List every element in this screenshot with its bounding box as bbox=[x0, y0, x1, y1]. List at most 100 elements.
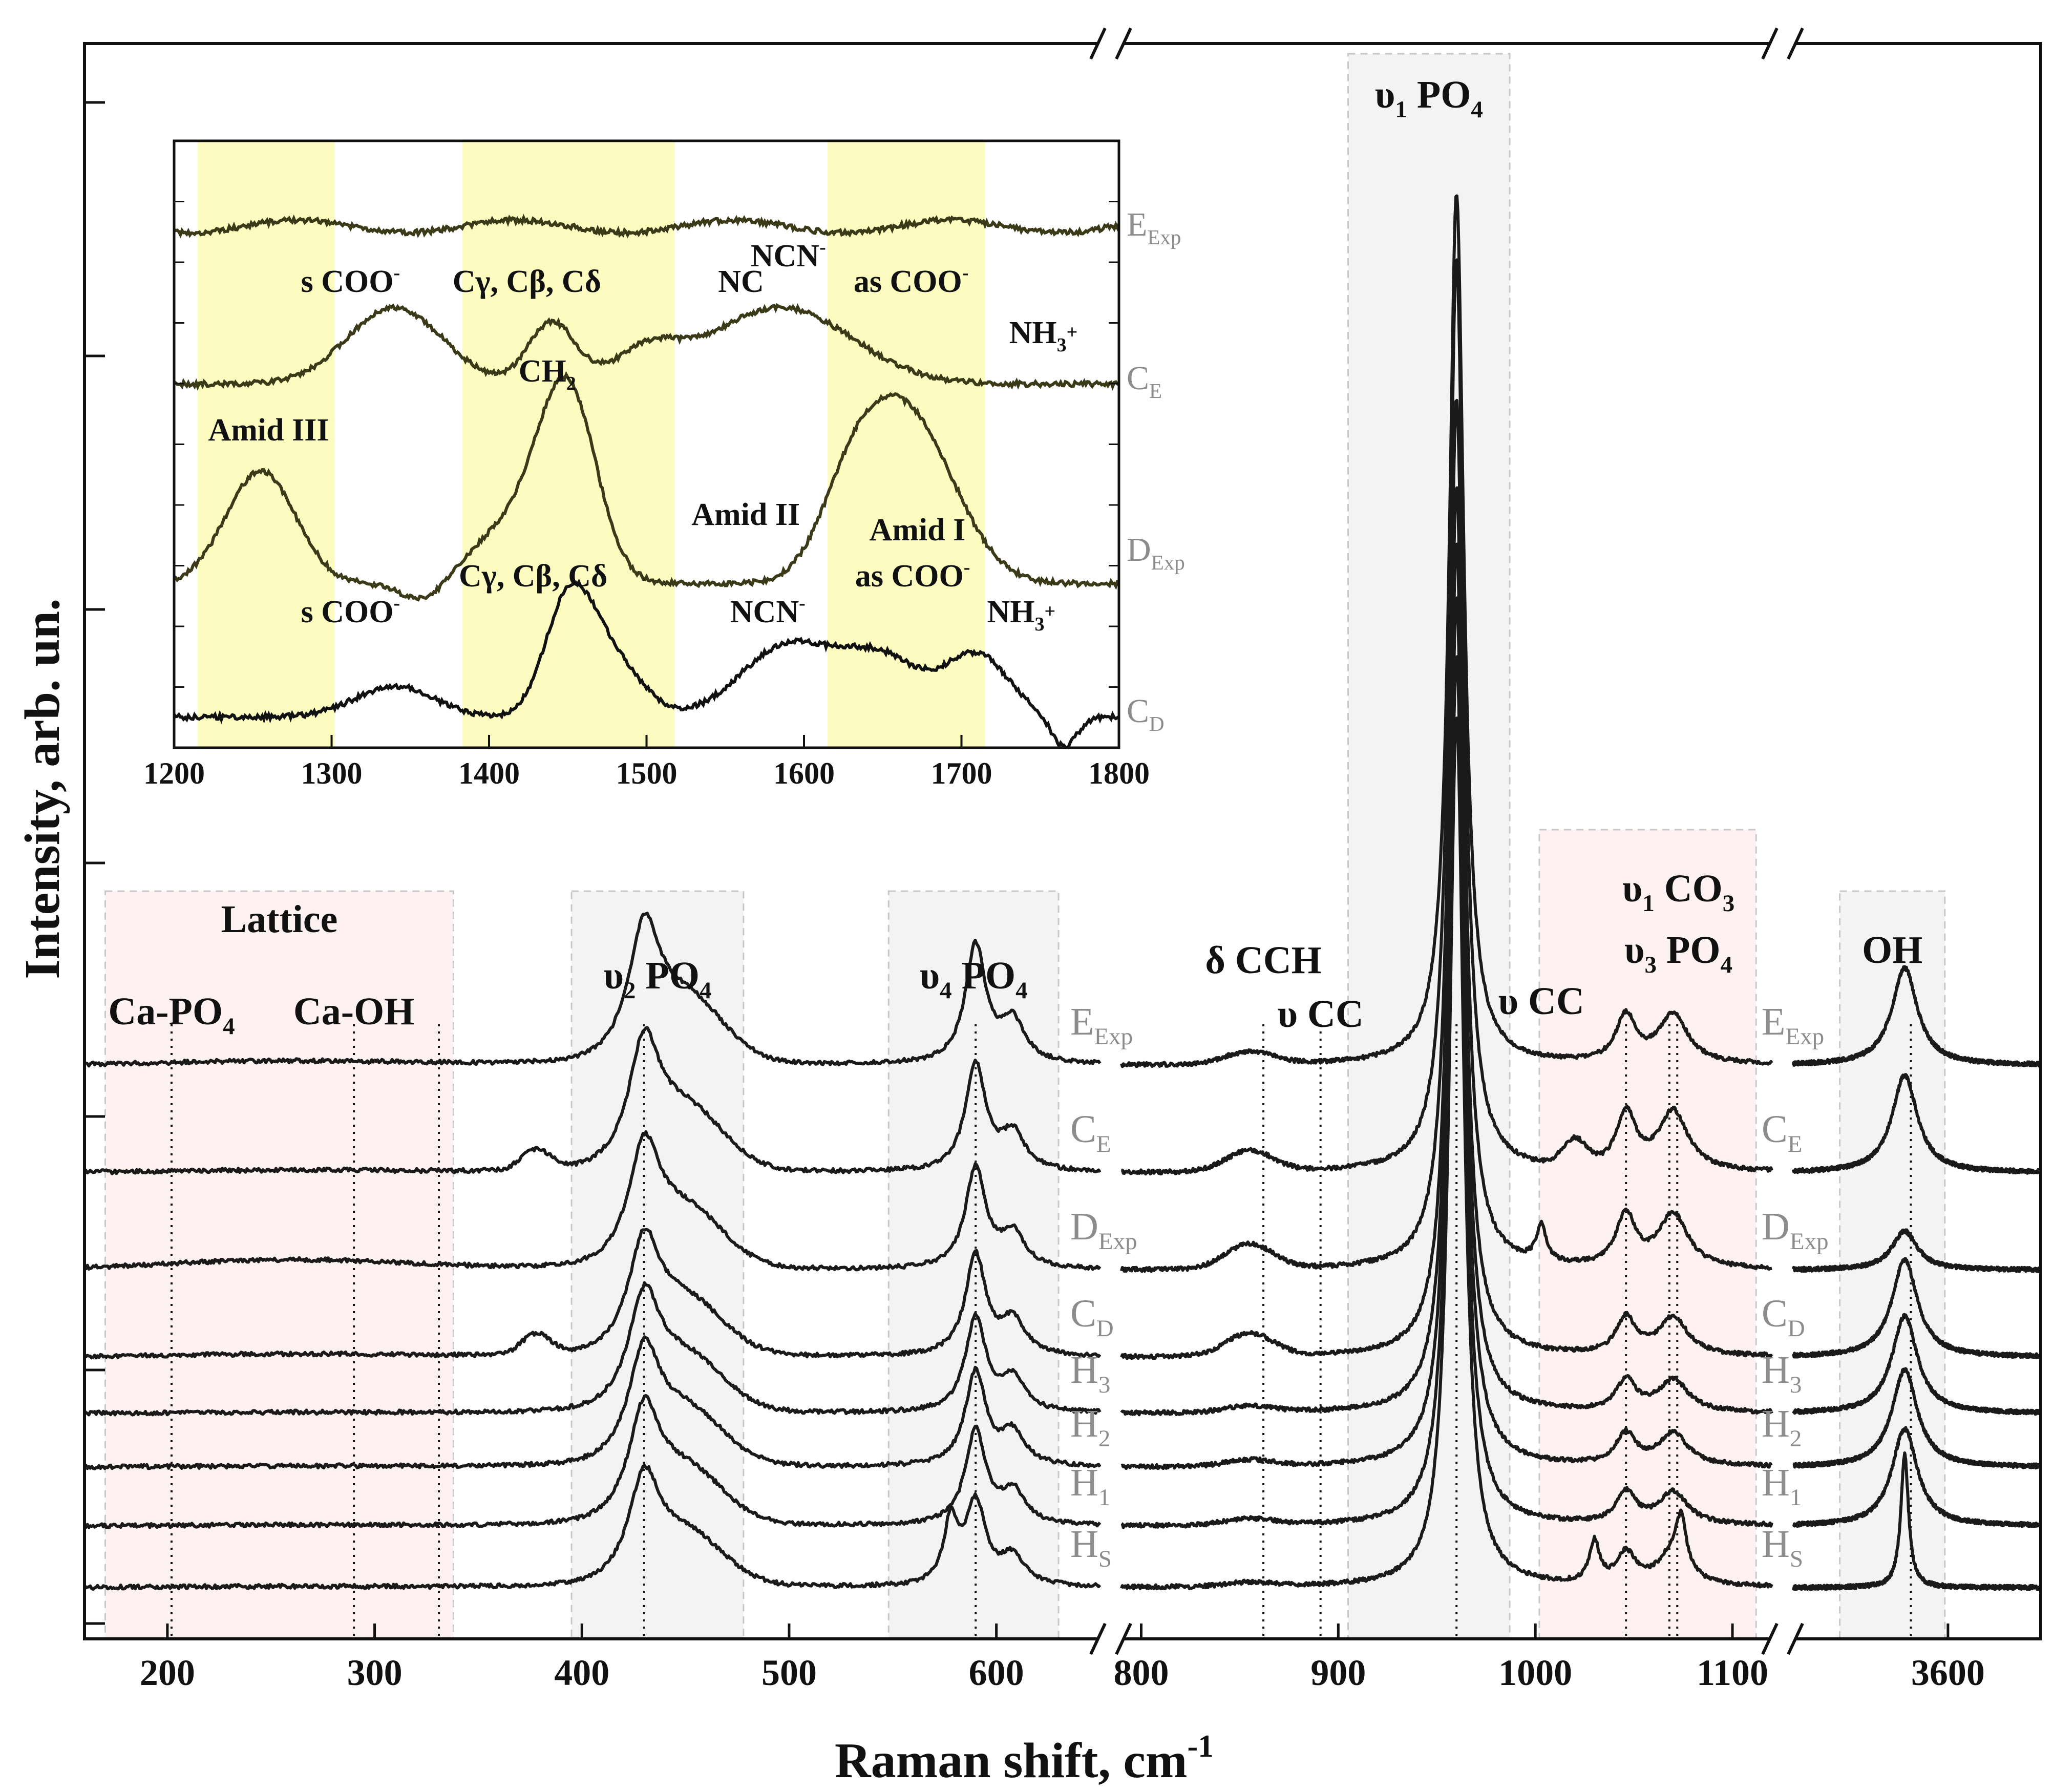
series-label: EExp bbox=[1762, 1000, 1824, 1050]
spectrum-series-2-segment-0 bbox=[83, 1130, 1102, 1272]
series-label: H2 bbox=[1070, 1402, 1110, 1452]
peak-annotation: Ca-PO4 bbox=[108, 990, 235, 1040]
x-tick-label: 1000 bbox=[1498, 1652, 1572, 1693]
spectrum-series-3-segment-2 bbox=[1792, 1257, 2042, 1360]
inset-annotation: NH3+ bbox=[1009, 315, 1078, 356]
axis-break-gap bbox=[1770, 1635, 1795, 1643]
inset-annotation: Cγ, Cβ, Cδ bbox=[459, 559, 607, 594]
spectrum-series-6-segment-2 bbox=[1792, 1426, 2042, 1529]
spectrum-series-5-segment-0 bbox=[84, 1335, 1102, 1470]
series-label: CE bbox=[1762, 1108, 1802, 1157]
x-tick-label: 1100 bbox=[1697, 1652, 1768, 1693]
peak-annotation: υ CC bbox=[1278, 993, 1364, 1036]
inset-x-tick-label: 1500 bbox=[616, 756, 678, 790]
spectrum-series-7-segment-0 bbox=[83, 1464, 1102, 1591]
spectrum-series-1-segment-1 bbox=[1120, 258, 1773, 1176]
inset-annotation: NH3+ bbox=[987, 595, 1056, 635]
spectrum-series-6-segment-0 bbox=[83, 1394, 1102, 1529]
axis-break-mark bbox=[1761, 27, 1779, 60]
inset-x-tick-label: 1700 bbox=[931, 756, 992, 790]
main-axes: 200 300 400 500 600 800 900 1000 1100 3600 bbox=[83, 27, 2042, 1693]
inset-annotation: NCN- bbox=[751, 237, 826, 273]
spectrum-series-4-segment-2 bbox=[1792, 1313, 2042, 1416]
inset-annotation: s COO- bbox=[301, 593, 400, 629]
inset-x-tick-label: 1200 bbox=[143, 756, 205, 790]
x-tick-label: 800 bbox=[1113, 1652, 1169, 1693]
inset-series-label: EExp bbox=[1127, 206, 1181, 249]
band-label: υ3 PO4 bbox=[1624, 929, 1732, 978]
spectrum-series-7-segment-2 bbox=[1792, 1451, 2042, 1591]
axis-break-gap bbox=[1098, 1635, 1124, 1643]
inset-band bbox=[198, 141, 335, 748]
series-label: DExp bbox=[1070, 1205, 1137, 1255]
x-tick-label: 3600 bbox=[1911, 1652, 1985, 1693]
band-label: υ2 PO4 bbox=[603, 954, 711, 1004]
inset-spectrum-2 bbox=[173, 371, 1119, 602]
band-label: υ1 PO4 bbox=[1375, 73, 1483, 123]
inset-annotation: NCN- bbox=[730, 593, 806, 629]
band-label: υ1 CO3 bbox=[1622, 867, 1734, 917]
series-label: H1 bbox=[1070, 1461, 1110, 1511]
axis-break-mark bbox=[1787, 27, 1804, 60]
series-label: H2 bbox=[1762, 1402, 1802, 1452]
inset-spectrum-0 bbox=[173, 214, 1120, 239]
band-label: Lattice bbox=[221, 898, 337, 941]
inset-annotation: as COO- bbox=[855, 557, 970, 594]
x-tick-label: 200 bbox=[140, 1652, 195, 1693]
plot-frame bbox=[83, 42, 2042, 1640]
inset-annotation: CH2 bbox=[519, 354, 576, 394]
peak-guides bbox=[170, 1024, 1912, 1636]
spectrum-series-2-segment-2 bbox=[1792, 1228, 2042, 1273]
inset-x-tick-label: 1600 bbox=[773, 756, 835, 790]
x-tick-label: 600 bbox=[969, 1652, 1024, 1693]
inset-spectrum-1 bbox=[173, 303, 1120, 391]
band-region bbox=[1347, 53, 1511, 1640]
inset-annotation: s COO- bbox=[301, 262, 400, 299]
spectrum-series-3-segment-0 bbox=[83, 1228, 1102, 1360]
inset-annotation: Amid III bbox=[208, 413, 329, 448]
inset-series-label: DExp bbox=[1127, 531, 1185, 574]
axis-break-mark bbox=[1787, 1622, 1804, 1655]
axis-break-gap bbox=[1098, 39, 1124, 48]
spectrum-series-4-segment-0 bbox=[83, 1281, 1102, 1417]
spectrum-series-2-segment-1 bbox=[1120, 398, 1773, 1273]
inset-band bbox=[828, 141, 985, 748]
axis-break-gap bbox=[1770, 39, 1795, 48]
inset-series-label: CE bbox=[1127, 360, 1162, 403]
series-label: DExp bbox=[1762, 1205, 1829, 1255]
axis-break-mark bbox=[1089, 27, 1107, 60]
band-label: OH bbox=[1862, 929, 1922, 972]
spectrum-series-7-segment-1 bbox=[1120, 716, 1773, 1591]
series-label: CD bbox=[1762, 1292, 1805, 1342]
x-tick-label: 400 bbox=[554, 1652, 609, 1693]
inset-x-tick-label: 1300 bbox=[301, 756, 363, 790]
y-axis-label: Intensity, arb. un. bbox=[15, 598, 70, 979]
axis-break-mark bbox=[1115, 27, 1132, 60]
series-label: CD bbox=[1070, 1292, 1114, 1342]
inset-series-label: CD bbox=[1127, 692, 1165, 735]
series-label: H1 bbox=[1762, 1461, 1802, 1511]
spectrum-series-0-segment-1 bbox=[1120, 194, 1773, 1068]
band-label: υ4 PO4 bbox=[920, 954, 1028, 1004]
spectrum-series-0-segment-2 bbox=[1792, 965, 2042, 1068]
inset-annotation: NC bbox=[718, 264, 764, 299]
series-label: H3 bbox=[1762, 1348, 1802, 1398]
spectrum-series-5-segment-2 bbox=[1792, 1367, 2042, 1470]
x-tick-label: 500 bbox=[761, 1652, 817, 1693]
series-label: EExp bbox=[1070, 1000, 1133, 1050]
spectrum-series-1-segment-0 bbox=[84, 1026, 1102, 1175]
peak-annotation: δ CCH bbox=[1205, 939, 1321, 982]
inset-annotation: Cγ, Cβ, Cδ bbox=[453, 264, 601, 299]
inset-x-tick-label: 1800 bbox=[1088, 756, 1150, 790]
inset-band bbox=[462, 141, 675, 748]
series-label: CE bbox=[1070, 1108, 1111, 1157]
series-label: HS bbox=[1762, 1523, 1803, 1572]
band-region bbox=[570, 890, 745, 1640]
inset-annotation: Amid II bbox=[691, 497, 800, 532]
series-label: H3 bbox=[1070, 1348, 1110, 1398]
axis-break-mark bbox=[1089, 1622, 1107, 1655]
spectrum-series-1-segment-2 bbox=[1792, 1073, 2042, 1175]
inset-annotation: as COO- bbox=[854, 262, 969, 299]
